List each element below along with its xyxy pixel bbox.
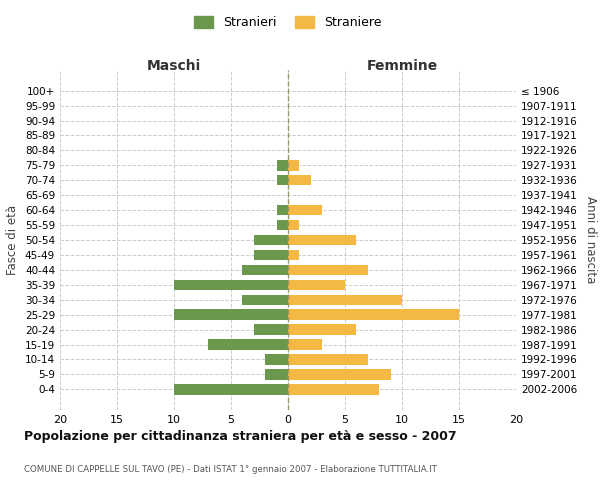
Bar: [254, 235, 288, 245]
Bar: [265, 354, 288, 364]
Legend: Stranieri, Straniere: Stranieri, Straniere: [190, 11, 386, 34]
Bar: [288, 250, 299, 260]
Y-axis label: Anni di nascita: Anni di nascita: [584, 196, 597, 284]
Bar: [277, 205, 288, 216]
Bar: [288, 310, 459, 320]
Bar: [288, 280, 345, 290]
Bar: [254, 250, 288, 260]
Text: Popolazione per cittadinanza straniera per età e sesso - 2007: Popolazione per cittadinanza straniera p…: [24, 430, 457, 443]
Bar: [277, 175, 288, 186]
Bar: [174, 384, 288, 394]
Bar: [288, 220, 299, 230]
Bar: [288, 175, 311, 186]
Text: COMUNE DI CAPPELLE SUL TAVO (PE) - Dati ISTAT 1° gennaio 2007 - Elaborazione TUT: COMUNE DI CAPPELLE SUL TAVO (PE) - Dati …: [24, 465, 437, 474]
Bar: [277, 160, 288, 170]
Bar: [277, 220, 288, 230]
Bar: [174, 310, 288, 320]
Bar: [208, 340, 288, 349]
Bar: [288, 160, 299, 170]
Bar: [254, 324, 288, 335]
Bar: [288, 369, 391, 380]
Bar: [242, 264, 288, 275]
Bar: [242, 294, 288, 305]
Bar: [288, 384, 379, 394]
Y-axis label: Fasce di età: Fasce di età: [7, 205, 19, 275]
Bar: [288, 264, 368, 275]
Bar: [265, 369, 288, 380]
Text: Femmine: Femmine: [367, 59, 437, 73]
Bar: [288, 205, 322, 216]
Bar: [288, 235, 356, 245]
Bar: [174, 280, 288, 290]
Bar: [288, 324, 356, 335]
Bar: [288, 294, 402, 305]
Bar: [288, 354, 368, 364]
Text: Maschi: Maschi: [147, 59, 201, 73]
Bar: [288, 340, 322, 349]
